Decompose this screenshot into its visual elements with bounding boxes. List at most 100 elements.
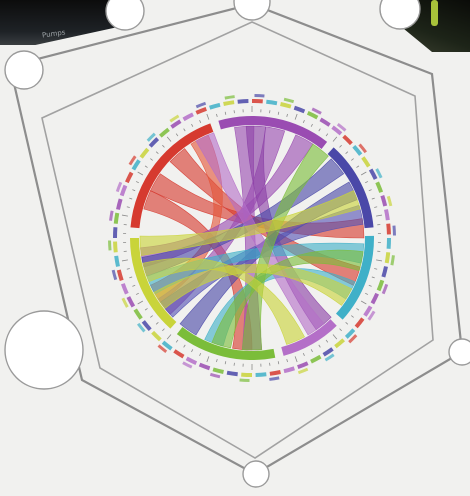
- outer-track-block: [283, 97, 295, 104]
- photo-accent: [431, 0, 438, 26]
- outer-track-block: [381, 283, 389, 295]
- outer-track-block: [297, 367, 309, 375]
- outer-track-block: [306, 111, 319, 120]
- tick-mark: [371, 197, 375, 200]
- outer-track-block: [182, 112, 194, 122]
- outer-track-block: [139, 147, 150, 159]
- tick-mark: [135, 181, 139, 184]
- outer-track-block: [157, 344, 168, 354]
- outer-track-block: [297, 361, 309, 370]
- tick-mark: [345, 151, 349, 154]
- ribbon-layer: [139, 125, 365, 351]
- outer-track-ring: [108, 94, 396, 382]
- tick-mark: [183, 128, 186, 132]
- outer-track-block: [113, 212, 120, 224]
- tick-mark: [302, 119, 305, 124]
- tick-mark: [129, 197, 133, 200]
- outer-track-block: [109, 210, 114, 221]
- node-circle-top-right: [379, 0, 421, 30]
- outer-track-block: [158, 127, 170, 138]
- outer-track-block: [195, 101, 207, 109]
- outer-track-block: [293, 105, 306, 114]
- outer-track-block: [269, 376, 280, 381]
- tick-mark: [356, 165, 360, 168]
- tick-mark: [162, 328, 165, 332]
- tick-mark: [175, 339, 179, 343]
- ribbon-15: [211, 249, 364, 349]
- outer-track-block: [386, 223, 391, 235]
- outer-track-block: [182, 361, 193, 369]
- outer-track-block: [380, 195, 388, 207]
- tick-mark: [365, 181, 369, 184]
- tick-mark: [360, 171, 367, 176]
- outer-track-block: [392, 225, 396, 236]
- tick-mark: [155, 322, 159, 325]
- node-circle-bottom-left-large: [4, 310, 84, 390]
- outer-track-block: [108, 240, 112, 251]
- outer-hexagon: [8, 2, 464, 476]
- tick-mark: [150, 158, 153, 161]
- outer-track-block: [131, 159, 141, 171]
- tick-mark: [126, 206, 130, 208]
- tick-mark: [332, 136, 338, 142]
- tick-mark: [351, 315, 354, 318]
- outer-track-block: [114, 255, 120, 267]
- tick-mark: [325, 133, 329, 137]
- tick-mark: [150, 315, 153, 318]
- outer-track-block: [269, 370, 281, 376]
- node-circle-bottom: [242, 460, 270, 488]
- outer-track-block: [381, 266, 388, 278]
- tick-mark: [294, 113, 298, 120]
- tick-mark: [191, 123, 194, 127]
- tick-mark: [376, 214, 383, 217]
- tick-mark: [137, 300, 144, 305]
- outer-track-block: [384, 252, 391, 264]
- tick-mark: [199, 352, 202, 357]
- outer-track-block: [146, 132, 156, 142]
- outer-track-block: [209, 102, 221, 110]
- tick-mark: [360, 300, 367, 305]
- outer-track-block: [283, 366, 295, 374]
- ribbon-18: [139, 190, 361, 256]
- outer-track-block: [151, 330, 162, 342]
- node-circle-top: [233, 0, 271, 21]
- tick-mark: [339, 144, 342, 148]
- tick-mark: [162, 144, 165, 148]
- outer-track-block: [376, 279, 385, 292]
- tick-mark: [144, 165, 148, 168]
- tick-mark: [339, 328, 342, 332]
- tick-mark: [318, 128, 321, 132]
- tick-mark: [374, 268, 378, 270]
- ribbon-17: [142, 257, 305, 345]
- outer-track-block: [386, 195, 393, 207]
- outer-track-block: [226, 370, 238, 377]
- outer-track-block: [125, 171, 134, 184]
- outer-track-block: [342, 134, 353, 146]
- outer-track-block: [224, 95, 235, 100]
- outer-track-block: [128, 155, 137, 166]
- outer-track-block: [319, 117, 331, 127]
- tick-mark: [121, 259, 128, 262]
- outer-track-block: [195, 106, 207, 115]
- tick-mark: [132, 284, 136, 287]
- tick-mark: [191, 349, 194, 353]
- outer-track-block: [133, 308, 143, 320]
- tick-mark: [206, 113, 210, 120]
- outer-track-block: [241, 372, 252, 377]
- tick-mark: [155, 151, 159, 154]
- tick-mark: [135, 292, 139, 295]
- tick-mark: [356, 308, 360, 311]
- tick-mark: [166, 334, 172, 340]
- outer-track-block: [239, 378, 250, 382]
- tick-mark: [216, 113, 218, 117]
- outer-track-block: [375, 181, 384, 193]
- outer-track-block: [115, 181, 123, 193]
- outer-track-block: [266, 99, 278, 106]
- outer-track-block: [310, 354, 322, 364]
- tick-mark: [224, 111, 227, 115]
- tick-mark: [351, 158, 354, 161]
- outer-track-block: [161, 340, 173, 351]
- outer-track-block: [358, 143, 368, 154]
- outer-track-block: [116, 198, 123, 210]
- outer-track-block: [126, 296, 136, 308]
